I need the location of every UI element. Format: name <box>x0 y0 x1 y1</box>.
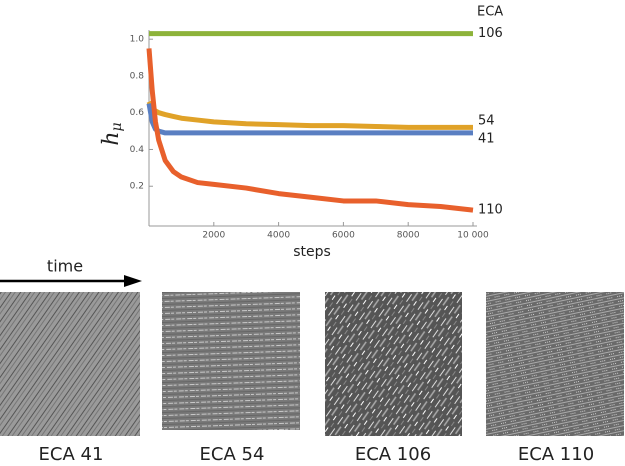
series-label: 106 <box>478 26 503 41</box>
ca-image <box>0 292 140 436</box>
y-tick-label: 0.8 <box>130 71 145 81</box>
y-label-main: h <box>99 131 124 145</box>
ca-image <box>325 292 462 436</box>
x-tick-label: 2000 <box>202 231 225 241</box>
x-tick-label: 8000 <box>397 231 420 241</box>
legend-title: ECA <box>477 5 503 20</box>
time-arrow: time <box>0 257 142 287</box>
ca-image <box>486 292 624 436</box>
x-axis-label: steps <box>293 244 331 260</box>
caption: ECA 110 <box>518 444 594 465</box>
time-label: time <box>47 257 83 276</box>
y-tick-label: 0.4 <box>130 145 145 155</box>
series-label: 110 <box>478 203 503 218</box>
x-tick-label: 6000 <box>332 231 355 241</box>
arrow-head <box>124 275 142 287</box>
plot: 0.2 0.4 0.6 0.8 1.0 2000 4000 6000 8000 10 000 106… <box>130 26 503 240</box>
series-label: 41 <box>478 132 495 147</box>
x-tick-label: 10 000 <box>457 231 489 241</box>
y-tick-label: 1.0 <box>130 35 145 45</box>
y-tick-label: 0.6 <box>130 108 145 118</box>
series-line <box>146 100 473 130</box>
series-line <box>146 48 474 213</box>
y-label-subscript: μ <box>109 122 125 131</box>
caption: ECA 106 <box>355 444 431 465</box>
ca-image <box>162 292 300 430</box>
series-label: 54 <box>478 114 495 129</box>
caption: ECA 54 <box>200 444 265 465</box>
caption: ECA 41 <box>39 444 104 465</box>
y-tick-label: 0.2 <box>130 182 144 192</box>
y-axis-label: hμ <box>99 122 125 145</box>
x-tick-label: 4000 <box>267 231 290 241</box>
